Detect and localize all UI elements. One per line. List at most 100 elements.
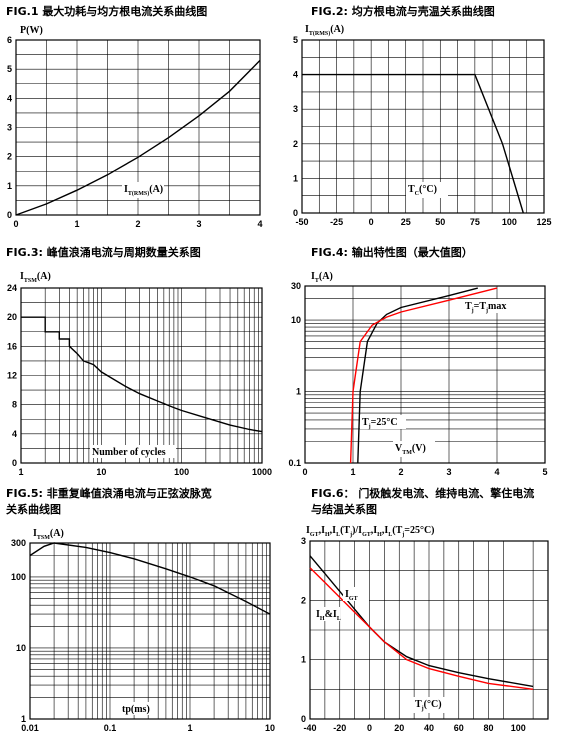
x-tick-label: 3: [196, 219, 201, 229]
y-tick-label: 4: [7, 93, 12, 103]
figure-title-text: FIG.5: 非重复峰值浪涌电流与正弦波脉宽: [6, 486, 212, 500]
y-tick-label: 0.1: [288, 458, 301, 468]
x-tick-label: 0: [302, 467, 307, 477]
grid: [21, 288, 262, 463]
x-axis-label-bg: [406, 182, 448, 198]
x-tick-label: 100: [502, 217, 517, 227]
y-tick-label: 3: [301, 536, 306, 546]
chart-panel: 0.01 0.1 1 10 1 10 100 300 ITSM(A) tp(ms): [11, 528, 275, 733]
figure-title-text: FIG.1 最大功耗与均方根电流关系曲线图: [6, 4, 207, 18]
figure-title-line2: 与结温关系图: [311, 502, 377, 516]
x-tick-label: 100: [511, 723, 526, 733]
x-tick-label: 125: [536, 217, 551, 227]
figure-titles: FIG.1 最大功耗与均方根电流关系曲线图 FIG.2: 均方根电流与壳温关系曲线…: [6, 4, 534, 516]
y-tick-label: 6: [7, 35, 12, 45]
y-tick-label: 12: [7, 371, 17, 381]
x-tick-label: 10: [96, 467, 106, 477]
plot-frame: [15, 39, 261, 216]
y-tick-label: 3: [293, 104, 298, 114]
y-tick-label: 10: [291, 315, 301, 325]
y-tick-label: 300: [11, 538, 26, 548]
data-series-line: [15, 59, 261, 216]
y-tick-label: 3: [7, 123, 12, 133]
y-tick-label: 1: [293, 173, 298, 183]
annotation-bg: [343, 587, 369, 601]
data-series-line: [309, 555, 534, 688]
plot-frame: [301, 39, 545, 214]
y-axis-label: P(W): [20, 25, 43, 36]
data-series-line: [309, 567, 534, 690]
x-axis-label-bg: [120, 702, 154, 715]
y-tick-label: 8: [12, 400, 17, 410]
y-axis-label: ITSM(A): [20, 271, 51, 284]
x-tick-label: 2: [135, 219, 140, 229]
annotation-bg: [360, 415, 406, 429]
x-tick-label: 10: [265, 723, 275, 733]
annotation-bg: [314, 607, 340, 621]
figure-title-text: FIG.3: 峰值浪涌电流与周期数量关系图: [6, 245, 201, 259]
plot-frame: [20, 287, 263, 464]
y-tick-label: 100: [11, 572, 26, 582]
x-axis-label-bg: [393, 441, 435, 457]
curve-annotation: Tj=Tjmax: [465, 301, 506, 314]
x-tick-label: 4: [257, 219, 262, 229]
grid: [30, 543, 270, 719]
x-tick-label: 20: [394, 723, 404, 733]
y-tick-label: 30: [291, 281, 301, 291]
chart-panel: 0 1 2 3 4 0 1 2 3 4 5 6 P(W) IT(RMS)(A): [7, 25, 263, 229]
figure-title-text: FIG.6： 门极触发电流、维持电流、擎住电流: [311, 486, 534, 500]
y-axis-label: IT(A): [311, 271, 333, 284]
y-tick-label: 16: [7, 341, 17, 351]
y-tick-label: 0: [293, 208, 298, 218]
figure-title: FIG.1 最大功耗与均方根电流关系曲线图: [6, 4, 207, 18]
x-tick-label: -40: [303, 723, 316, 733]
y-tick-label: 4: [12, 429, 17, 439]
x-tick-label: 1: [187, 723, 192, 733]
x-tick-label: 0: [13, 219, 18, 229]
grid: [310, 541, 548, 719]
x-tick-label: 2: [398, 467, 403, 477]
x-tick-label: -25: [330, 217, 343, 227]
y-tick-label: 2: [7, 152, 12, 162]
figure-title: FIG.4: 输出特性图（最大值图）: [311, 245, 473, 259]
x-tick-label: 75: [470, 217, 480, 227]
y-tick-label: 20: [7, 312, 17, 322]
data-series-line: [349, 287, 498, 464]
x-axis-label: tp(ms): [122, 704, 150, 715]
y-tick-label: 2: [301, 595, 306, 605]
x-tick-label: 40: [424, 723, 434, 733]
chart-panel: 0 1 2 3 4 5 0.1 1 10 30 IT(A) VTM(V) Tj=25°C Tj=Tjmax: [288, 271, 547, 477]
x-tick-label: 0: [367, 723, 372, 733]
x-tick-label: 4: [494, 467, 499, 477]
x-axis-label: Number of cycles: [92, 447, 166, 458]
y-tick-label: 1: [296, 387, 301, 397]
y-tick-label: 1: [301, 655, 306, 665]
data-series-line: [357, 287, 478, 464]
y-tick-label: 1: [7, 181, 12, 191]
y-tick-label: 5: [7, 64, 12, 74]
x-axis-label: VTM(V): [395, 443, 426, 456]
x-tick-label: 80: [483, 723, 493, 733]
x-tick-label: 0: [369, 217, 374, 227]
x-axis-label-bg: [90, 445, 176, 458]
chart-panel: -40 -20 0 20 40 60 80 100 0 1 2 3IGT,IH,IL(Tj)/IGT,…: [301, 525, 549, 733]
figure-title: FIG.3: 峰值浪涌电流与周期数量关系图: [6, 245, 201, 259]
figure-title-text: FIG.4: 输出特性图（最大值图）: [311, 245, 473, 259]
y-tick-label: 2: [293, 139, 298, 149]
curve-annotation: IGT: [345, 589, 358, 602]
tick-labels: -40 -20 0 20 40 60 80 100 0 1 2 3: [301, 536, 526, 733]
chart-panel: -50 -25 0 25 50 75 100 125 0 1 2 3 4 5 IT(RMS)(A) TC(°C…: [293, 24, 552, 227]
x-tick-label: -50: [295, 217, 308, 227]
x-tick-label: 1: [18, 467, 23, 477]
x-tick-label: -20: [333, 723, 346, 733]
tick-labels: 0.01 0.1 1 10 1 10 100 300: [11, 538, 275, 733]
data-series-line: [302, 73, 524, 214]
x-tick-label: 100: [174, 467, 189, 477]
plot-frame: [304, 285, 546, 464]
x-tick-label: 1: [74, 219, 79, 229]
y-tick-label: 10: [16, 643, 26, 653]
